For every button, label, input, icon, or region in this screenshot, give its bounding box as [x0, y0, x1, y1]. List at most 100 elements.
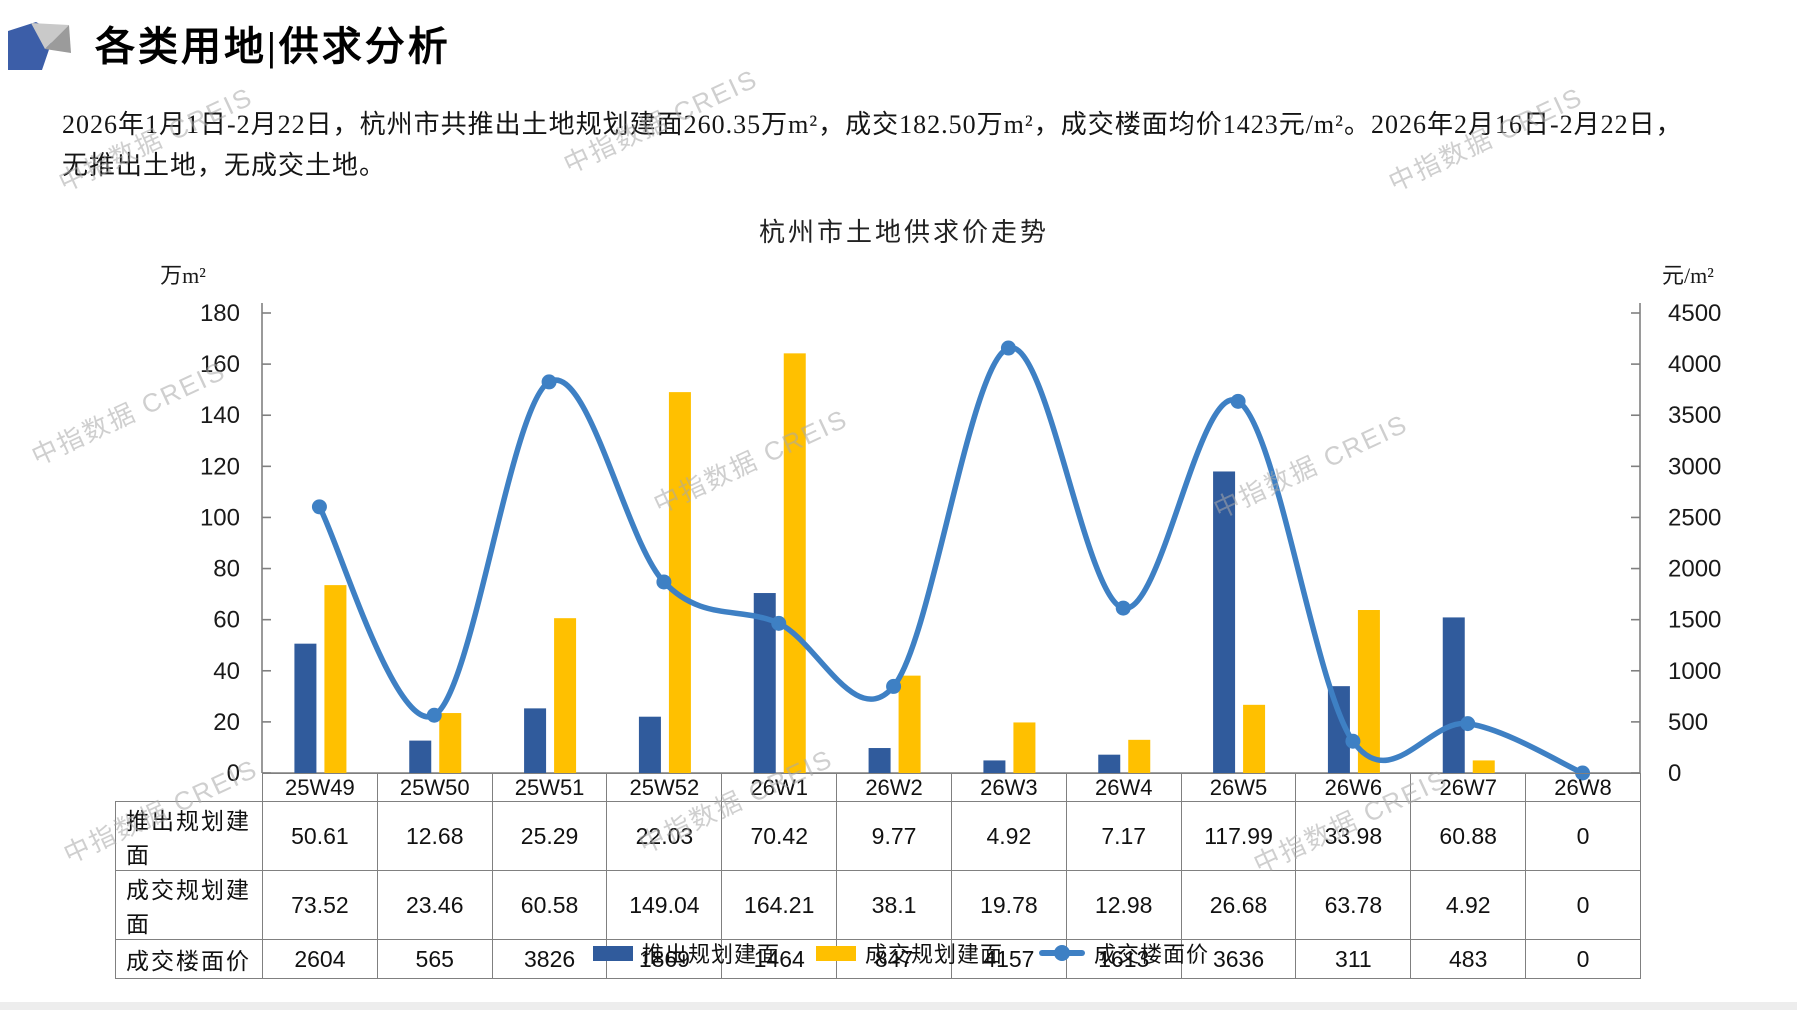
table-cell: 164.21	[721, 870, 838, 940]
table-cell: 60.58	[491, 870, 608, 940]
table-header-25W49: 25W49	[262, 773, 378, 802]
bar-推出规划建面-26W4	[1098, 754, 1121, 773]
legend-swatch-icon	[816, 945, 857, 961]
table-header-25W52: 25W52	[606, 773, 723, 802]
legend-label: 成交楼面价	[1094, 942, 1210, 967]
bar-成交规划建面-25W52	[668, 392, 691, 773]
table-cell: 9.77	[836, 801, 952, 871]
price-marker-26W1	[771, 615, 787, 631]
left-axis-tick-label: 100	[200, 504, 240, 531]
table-cell: 73.52	[262, 870, 378, 940]
price-marker-25W52	[656, 574, 672, 590]
chart-legend: 推出规划建面 成交规划建面 成交楼面价	[593, 938, 1209, 968]
summary-line-1: 2026年1月1日-2月22日，杭州市共推出土地规划建面260.35万m²，成交…	[62, 110, 1683, 139]
bar-成交规划建面-26W2	[898, 675, 921, 773]
footer-strip	[0, 1002, 1797, 1010]
left-axis-tick-label: 20	[213, 709, 240, 736]
left-axis-tick-label: 180	[200, 300, 240, 327]
table-cell: 33.98	[1295, 801, 1412, 871]
bar-成交规划建面-26W3	[1013, 722, 1036, 773]
table-cell: 149.04	[606, 870, 723, 940]
table-cell: 23.46	[376, 870, 493, 940]
bar-成交规划建面-26W6	[1357, 610, 1380, 773]
price-marker-26W5	[1230, 393, 1246, 409]
price-marker-26W6	[1345, 733, 1361, 749]
table-header-26W8: 26W8	[1525, 773, 1641, 802]
summary-line-2: 无推出土地，无成交土地。	[62, 151, 387, 180]
table-cell: 38.1	[836, 870, 952, 940]
table-cell: 1613	[1065, 939, 1182, 979]
row-label: 成交规划建面	[115, 870, 263, 940]
legend-label: 推出规划建面	[642, 942, 781, 967]
right-axis-tick-label: 1000	[1668, 658, 1721, 685]
bar-推出规划建面-25W51	[524, 708, 547, 773]
table-cell: 63.78	[1295, 870, 1412, 940]
bar-成交规划建面-26W7	[1472, 760, 1495, 773]
table-cell: 4.92	[1410, 870, 1527, 940]
bar-推出规划建面-25W52	[638, 716, 661, 773]
table-cell: 7.17	[1065, 801, 1182, 871]
bar-推出规划建面-26W7	[1442, 617, 1465, 773]
bar-成交规划建面-25W51	[554, 618, 577, 773]
right-axis-tick-label: 4000	[1668, 351, 1721, 378]
section-marker-icon	[8, 22, 71, 70]
table-header-25W50: 25W50	[376, 773, 493, 802]
table-cell: 4157	[950, 939, 1067, 979]
chart-title: 杭州市土地供求价走势	[758, 218, 1049, 247]
left-axis-tick-label: 40	[213, 658, 240, 685]
price-marker-26W3	[1000, 340, 1016, 356]
bar-推出规划建面-26W3	[983, 760, 1006, 773]
right-axis-tick-label: 2000	[1668, 556, 1721, 583]
table-cell: 50.61	[262, 801, 378, 871]
bar-推出规划建面-26W1	[753, 593, 776, 773]
left-axis-tick-label: 140	[200, 402, 240, 429]
table-cell: 12.98	[1065, 870, 1182, 940]
right-axis-tick-label: 2500	[1668, 504, 1721, 531]
table-header-26W3: 26W3	[950, 773, 1067, 802]
bar-推出规划建面-25W50	[409, 740, 432, 773]
left-axis-unit: 万m²	[160, 263, 206, 288]
page-title: 各类用地|供求分析	[95, 24, 451, 69]
legend-dot-icon	[1054, 945, 1071, 961]
bar-成交规划建面-25W50	[439, 713, 462, 773]
data-table: 25W49 25W50 25W51 25W52 26W1 26W2 26W3 26W4 26W5…	[115, 773, 1641, 979]
table-cell: 2604	[262, 939, 378, 979]
table-cell: 0	[1525, 801, 1641, 871]
bar-推出规划建面-26W2	[868, 748, 891, 773]
table-row: 成交楼面价 2604 565 3826 1869 1464 847 4157 1613 3636 3…	[115, 939, 1641, 979]
bar-成交规划建面-26W4	[1128, 739, 1151, 773]
right-axis-tick-label: 4500	[1668, 300, 1721, 327]
price-marker-26W7	[1460, 716, 1476, 732]
right-axis-tick-label: 500	[1668, 709, 1708, 736]
right-axis-tick-label: 3000	[1668, 453, 1721, 480]
price-marker-26W2	[886, 678, 902, 694]
left-axis-tick-label: 120	[200, 453, 240, 480]
bar-推出规划建面-25W49	[294, 643, 317, 773]
table-cell: 0	[1525, 870, 1641, 940]
left-axis-tick-label: 60	[213, 607, 240, 634]
legend-label: 成交规划建面	[865, 942, 1004, 967]
table-cell: 19.78	[950, 870, 1067, 940]
right-axis-tick-label: 3500	[1668, 402, 1721, 429]
table-cell: 4.92	[950, 801, 1067, 871]
right-axis-tick-label: 1500	[1668, 607, 1721, 634]
legend-item: 推出规划建面	[593, 937, 780, 969]
bar-推出规划建面-26W5	[1213, 471, 1236, 773]
table-cell: 26.68	[1180, 870, 1297, 940]
table-row: 成交规划建面 73.52 23.46 60.58 149.04 164.21 38.1 19.…	[115, 870, 1641, 940]
right-axis-unit: 元/m²	[1662, 263, 1714, 288]
table-cell: 565	[376, 939, 493, 979]
table-cell: 483	[1410, 939, 1527, 979]
table-cell: 12.68	[376, 801, 493, 871]
legend-swatch-icon	[593, 945, 633, 961]
table-header-26W2: 26W2	[836, 773, 952, 802]
bar-成交规划建面-26W1	[783, 353, 806, 773]
right-axis-tick-label: 0	[1668, 760, 1681, 787]
table-cell: 311	[1295, 939, 1412, 979]
summary-text: 2026年1月1日-2月22日，杭州市共推出土地规划建面260.35万m²，成交…	[62, 104, 1762, 186]
price-marker-25W51	[541, 374, 557, 390]
price-marker-25W49	[311, 499, 327, 515]
price-marker-26W4	[1115, 600, 1131, 616]
